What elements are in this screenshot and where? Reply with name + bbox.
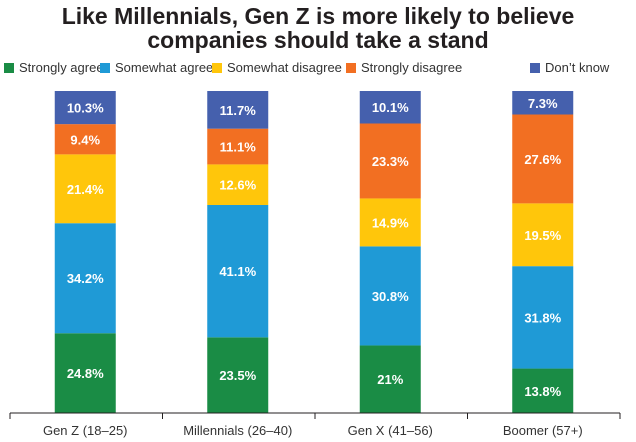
data-label-somewhat-disagree-gen-z-18-25: 21.4% xyxy=(67,182,104,197)
data-label-somewhat-disagree-boomer-57: 19.5% xyxy=(524,228,561,243)
bar-segment-strongly-agree-boomer-57 xyxy=(512,368,574,413)
data-label-strongly-disagree-millennials-26-40: 11.1% xyxy=(220,140,257,155)
bar-segment-strongly-agree-gen-z-18-25 xyxy=(54,333,116,413)
legend-item-strongly-disagree: Strongly disagree xyxy=(346,60,462,75)
bar-segment-somewhat-disagree-gen-x-41-56 xyxy=(359,198,421,247)
data-label-strongly-agree-millennials-26-40: 23.5% xyxy=(219,368,256,383)
bar-segment-strongly-disagree-boomer-57 xyxy=(512,114,574,204)
data-label-strongly-disagree-boomer-57: 27.6% xyxy=(524,152,561,167)
bar-segment-strongly-disagree-millennials-26-40 xyxy=(207,128,269,165)
data-label-strongly-disagree-gen-x-41-56: 23.3% xyxy=(372,154,409,169)
x-tick-label-gen-z-18-25: Gen Z (18–25) xyxy=(43,423,128,438)
data-label-somewhat-agree-gen-z-18-25: 34.2% xyxy=(67,271,104,286)
legend-label-strongly-disagree: Strongly disagree xyxy=(361,60,463,75)
legend-swatch-strongly-agree xyxy=(4,62,14,73)
data-label-somewhat-agree-millennials-26-40: 41.1% xyxy=(219,264,256,279)
bar-segment-somewhat-disagree-gen-z-18-25 xyxy=(54,154,116,224)
legend-swatch-somewhat-agree xyxy=(100,62,110,73)
legend-item-somewhat-disagree: Somewhat disagree xyxy=(212,60,342,75)
bar-segment-strongly-agree-gen-x-41-56 xyxy=(359,345,421,413)
x-tick-label-boomer-57: Boomer (57+) xyxy=(503,423,583,438)
chart-title-line-1: Like Millennials, Gen Z is more likely t… xyxy=(61,3,575,29)
data-label-somewhat-agree-gen-x-41-56: 30.8% xyxy=(372,289,409,304)
bar-segment-somewhat-agree-gen-z-18-25 xyxy=(54,223,116,334)
bar-segment-don-t-know-gen-x-41-56 xyxy=(359,91,421,124)
data-label-somewhat-disagree-gen-x-41-56: 14.9% xyxy=(372,215,409,230)
data-label-strongly-disagree-gen-z-18-25: 9.4% xyxy=(70,132,100,147)
data-label-don-t-know-boomer-57: 7.3% xyxy=(528,96,558,111)
bar-segment-strongly-disagree-gen-z-18-25 xyxy=(54,124,116,155)
bar-segment-somewhat-agree-gen-x-41-56 xyxy=(359,246,421,346)
data-label-strongly-agree-boomer-57: 13.8% xyxy=(524,384,561,399)
legend-label-somewhat-disagree: Somewhat disagree xyxy=(227,60,342,75)
data-label-don-t-know-gen-z-18-25: 10.3% xyxy=(67,101,104,116)
bar-segment-strongly-agree-millennials-26-40 xyxy=(207,337,269,413)
data-label-don-t-know-millennials-26-40: 11.7% xyxy=(220,103,257,118)
bar-segment-somewhat-agree-millennials-26-40 xyxy=(207,204,269,338)
bar-segment-somewhat-disagree-millennials-26-40 xyxy=(207,164,269,205)
data-label-somewhat-agree-boomer-57: 31.8% xyxy=(524,310,561,325)
chart-legend: Strongly agree Somewhat agree Somewhat d… xyxy=(0,60,636,78)
legend-item-strongly-agree: Strongly agree xyxy=(4,60,104,75)
legend-label-strongly-agree: Strongly agree xyxy=(19,60,104,75)
bar-segment-somewhat-disagree-boomer-57 xyxy=(512,203,574,267)
data-label-don-t-know-gen-x-41-56: 10.1% xyxy=(372,100,409,115)
legend-swatch-somewhat-disagree xyxy=(212,62,222,73)
data-label-strongly-agree-gen-x-41-56: 21% xyxy=(377,372,403,387)
bar-group-gen-z-18-25: 24.8% 34.2% 21.4% 9.4% 10.3% xyxy=(54,91,116,413)
legend-label-dont-know: Don’t know xyxy=(545,60,610,75)
chart-title-line-2: companies should take a stand xyxy=(147,27,489,53)
legend-swatch-dont-know xyxy=(530,62,540,73)
bar-group-boomer-57: 13.8% 31.8% 19.5% 27.6% 7.3% xyxy=(512,91,574,413)
bar-segment-don-t-know-gen-z-18-25 xyxy=(54,91,116,125)
bar-group-millennials-26-40: 23.5% 41.1% 12.6% 11.1% 11.7% xyxy=(207,91,269,413)
legend-item-dont-know: Don’t know xyxy=(530,60,609,75)
data-label-strongly-agree-gen-z-18-25: 24.8% xyxy=(67,366,104,381)
bar-group-gen-x-41-56: 21% 30.8% 14.9% 23.3% 10.1% xyxy=(359,91,421,413)
bar-segment-strongly-disagree-gen-x-41-56 xyxy=(359,123,421,199)
x-tick-label-millennials-26-40: Millennials (26–40) xyxy=(183,423,292,438)
bar-segment-don-t-know-boomer-57 xyxy=(512,91,574,115)
bar-segment-don-t-know-millennials-26-40 xyxy=(207,91,269,129)
legend-label-somewhat-agree: Somewhat agree xyxy=(115,60,214,75)
chart-title: Like Millennials, Gen Z is more likely t… xyxy=(0,4,636,52)
data-label-somewhat-disagree-millennials-26-40: 12.6% xyxy=(219,178,256,193)
bar-segment-somewhat-agree-boomer-57 xyxy=(512,266,574,369)
legend-swatch-strongly-disagree xyxy=(346,62,356,73)
legend-item-somewhat-agree: Somewhat agree xyxy=(100,60,213,75)
x-tick-label-gen-x-41-56: Gen X (41–56) xyxy=(348,423,433,438)
